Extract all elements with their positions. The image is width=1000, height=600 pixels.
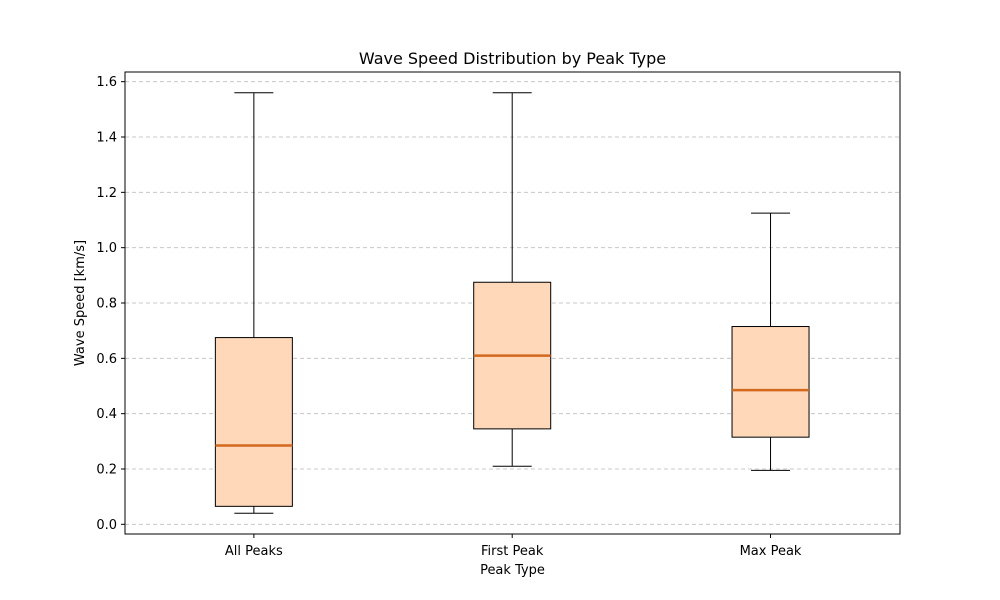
y-tick-label: 1.4 [96,131,117,146]
y-tick-label: 0.4 [96,407,117,422]
y-tick-label: 0.8 [96,297,117,312]
y-tick-label: 0.0 [96,518,117,533]
x-axis-ticks: All Peaks First Peak Max Peak [225,534,802,559]
box-series [214,92,810,514]
y-tick-label: 1.6 [96,75,117,90]
box-max-peak [731,212,810,471]
chart-title: Wave Speed Distribution by Peak Type [359,49,666,68]
y-tick-label: 0.2 [96,462,117,477]
iqr-box [214,337,293,507]
box-all-peaks [214,92,293,514]
box-first-peak [473,92,552,467]
x-tick-label: All Peaks [225,544,283,559]
y-tick-label: 0.6 [96,352,117,367]
y-tick-label: 1.0 [96,241,117,256]
iqr-box [731,326,810,438]
y-axis-ticks: 0.0 0.2 0.4 0.6 0.8 1.0 1.2 1.4 1.6 [96,75,125,533]
x-axis-label: Peak Type [480,563,545,578]
x-tick-label: Max Peak [740,544,802,559]
y-axis-label: Wave Speed [km/s] [73,240,88,366]
y-tick-label: 1.2 [96,186,117,201]
x-tick-label: First Peak [481,544,544,559]
